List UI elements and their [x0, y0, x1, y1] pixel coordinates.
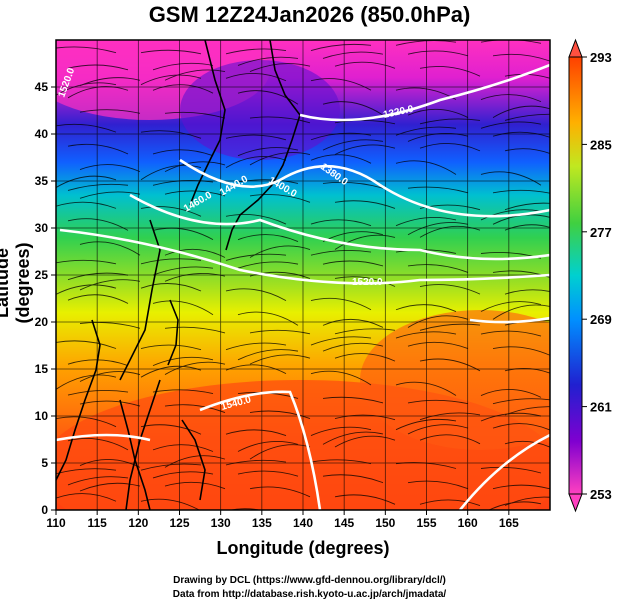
y-tick-label: 15	[35, 362, 49, 376]
x-tick-label: 125	[169, 516, 189, 530]
streamline	[79, 61, 550, 87]
streamline	[56, 283, 542, 312]
colorbar: 253 261 269 277 285 293	[568, 38, 612, 513]
x-tick-label: 135	[252, 516, 272, 530]
y-tick-label: 40	[35, 127, 49, 141]
y-tick-label: 10	[35, 409, 49, 423]
x-tick-label: 155	[416, 516, 436, 530]
streamline	[56, 121, 542, 141]
streamline	[67, 260, 550, 281]
wind-streamlines	[56, 40, 550, 510]
streamline	[56, 459, 542, 475]
x-tick-label: 165	[499, 516, 519, 530]
colorbar-max-arrow	[568, 38, 583, 58]
streamline	[79, 271, 550, 295]
credit-data: Data from http://database.rish.kyoto-u.a…	[172, 589, 447, 600]
x-axis-ticks: 110 115 120 125 130 135 140 145 150 155 160 165	[46, 510, 519, 530]
streamline	[79, 319, 550, 335]
colorbar-tick-label: 277	[590, 225, 612, 240]
x-tick-label: 110	[46, 516, 66, 530]
streamline	[79, 481, 550, 506]
x-tick-label: 160	[458, 516, 478, 530]
coastlines	[56, 40, 301, 510]
y-axis-ticks: 0 5 10 15 20 25 30 35 40 45	[35, 80, 56, 517]
streamline	[56, 40, 542, 55]
streamline	[67, 84, 550, 118]
streamline	[67, 50, 550, 71]
contour-label-1520: 1520.0	[352, 277, 383, 288]
streamline	[79, 434, 550, 468]
colorbar-min-arrow	[568, 493, 583, 513]
y-tick-label: 35	[35, 174, 49, 188]
y-tick-label: 30	[35, 221, 49, 235]
x-tick-label: 115	[87, 516, 107, 530]
colorbar-tick-label: 293	[590, 50, 612, 65]
x-tick-label: 150	[375, 516, 395, 530]
colorbar-scale	[568, 56, 583, 495]
x-tick-label: 120	[128, 516, 148, 530]
colorbar-tick-label: 269	[590, 312, 612, 327]
streamline	[67, 214, 550, 243]
streamline	[56, 73, 542, 103]
temperature-field	[56, 40, 550, 510]
streamline	[79, 400, 550, 421]
x-tick-label: 145	[334, 516, 354, 530]
y-tick-label: 20	[35, 315, 49, 329]
streamline	[67, 179, 550, 194]
x-axis-label: Longitude (degrees)	[216, 538, 390, 558]
y-tick-label: 25	[35, 268, 49, 282]
streamline	[56, 412, 542, 436]
x-tick-label: 130	[211, 516, 231, 530]
height-contours	[56, 63, 550, 510]
streamline	[79, 109, 550, 125]
streamline	[79, 353, 550, 382]
streamline	[56, 154, 542, 188]
x-tick-label: 140	[293, 516, 313, 530]
streamline	[56, 330, 542, 351]
y-tick-label: 45	[35, 80, 49, 94]
y-tick-label: 0	[41, 503, 48, 517]
streamline	[79, 224, 550, 258]
colorbar-tick-label: 285	[590, 137, 612, 152]
credit-drawing: Drawing by DCL (https://www.gfd-dennou.o…	[173, 575, 446, 586]
streamline	[56, 364, 542, 398]
plot-title: GSM 12Z24Jan2026 (850.0hPa)	[148, 2, 471, 27]
colorbar-tick-label: 261	[590, 400, 612, 415]
streamline	[67, 131, 550, 157]
streamline	[67, 423, 550, 452]
streamline	[56, 201, 542, 227]
streamline	[56, 249, 542, 265]
colorbar-tick-label: 253	[590, 487, 612, 502]
streamline	[79, 143, 550, 173]
streamline	[67, 294, 550, 328]
colorbar-ticks: 253 261 269 277 285 293	[582, 50, 612, 502]
y-tick-label: 5	[41, 456, 48, 470]
streamline	[67, 470, 550, 490]
